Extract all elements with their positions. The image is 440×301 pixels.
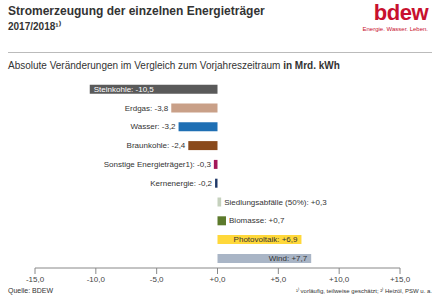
svg-text:+15,0: +15,0: [390, 275, 411, 284]
html-text:Stromerzeugung der einzelnen E: Stromerzeugung der einzelnen Energieträg…: [8, 4, 265, 18]
svg-text:Biomasse: +0,7: Biomasse: +0,7: [229, 216, 285, 225]
svg-text:Braunkohle: -2,4: Braunkohle: -2,4: [127, 141, 186, 150]
svg-text:Wind: +7,7: Wind: +7,7: [269, 254, 308, 263]
svg-text:Siedlungsabfälle (50%): +0,3: Siedlungsabfälle (50%): +0,3: [224, 198, 327, 207]
svg-text:+5,0: +5,0: [270, 275, 286, 284]
html-text:2017/2018¹⁾: 2017/2018¹⁾: [8, 21, 61, 32]
html-text:bdew: bdew: [373, 0, 428, 25]
html-text:Absolute Veränderungen im Verg: Absolute Veränderungen im Vergleich zum …: [8, 60, 340, 71]
svg-text:Wasser: -3,2: Wasser: -3,2: [131, 122, 177, 131]
svg-text:Steinkohle: -10,5: Steinkohle: -10,5: [94, 85, 155, 94]
svg-text:Kernenergie: -0,2: Kernenergie: -0,2: [150, 179, 212, 188]
svg-text:+10,0: +10,0: [329, 275, 350, 284]
svg-text:+0,0: +0,0: [210, 275, 226, 284]
svg-text:Sonstige Energieträger1): -0,3: Sonstige Energieträger1): -0,3: [104, 160, 212, 169]
svg-text:-5,0: -5,0: [150, 275, 164, 284]
html-text:Quelle: BDEW: Quelle: BDEW: [8, 287, 54, 294]
svg-text:Erdgas: -3,8: Erdgas: -3,8: [125, 104, 169, 113]
svg-text:-10,0: -10,0: [87, 275, 106, 284]
svg-text:Photovoltaik: +6,9: Photovoltaik: +6,9: [234, 235, 298, 244]
svg-text:-15,0: -15,0: [26, 275, 45, 284]
html-text:¹⁾ vorläufig, teilweise geschä: ¹⁾ vorläufig, teilweise geschätzt; ²⁾ He…: [295, 288, 432, 294]
html-text:Energie. Wasser. Leben.: Energie. Wasser. Leben.: [362, 26, 428, 32]
